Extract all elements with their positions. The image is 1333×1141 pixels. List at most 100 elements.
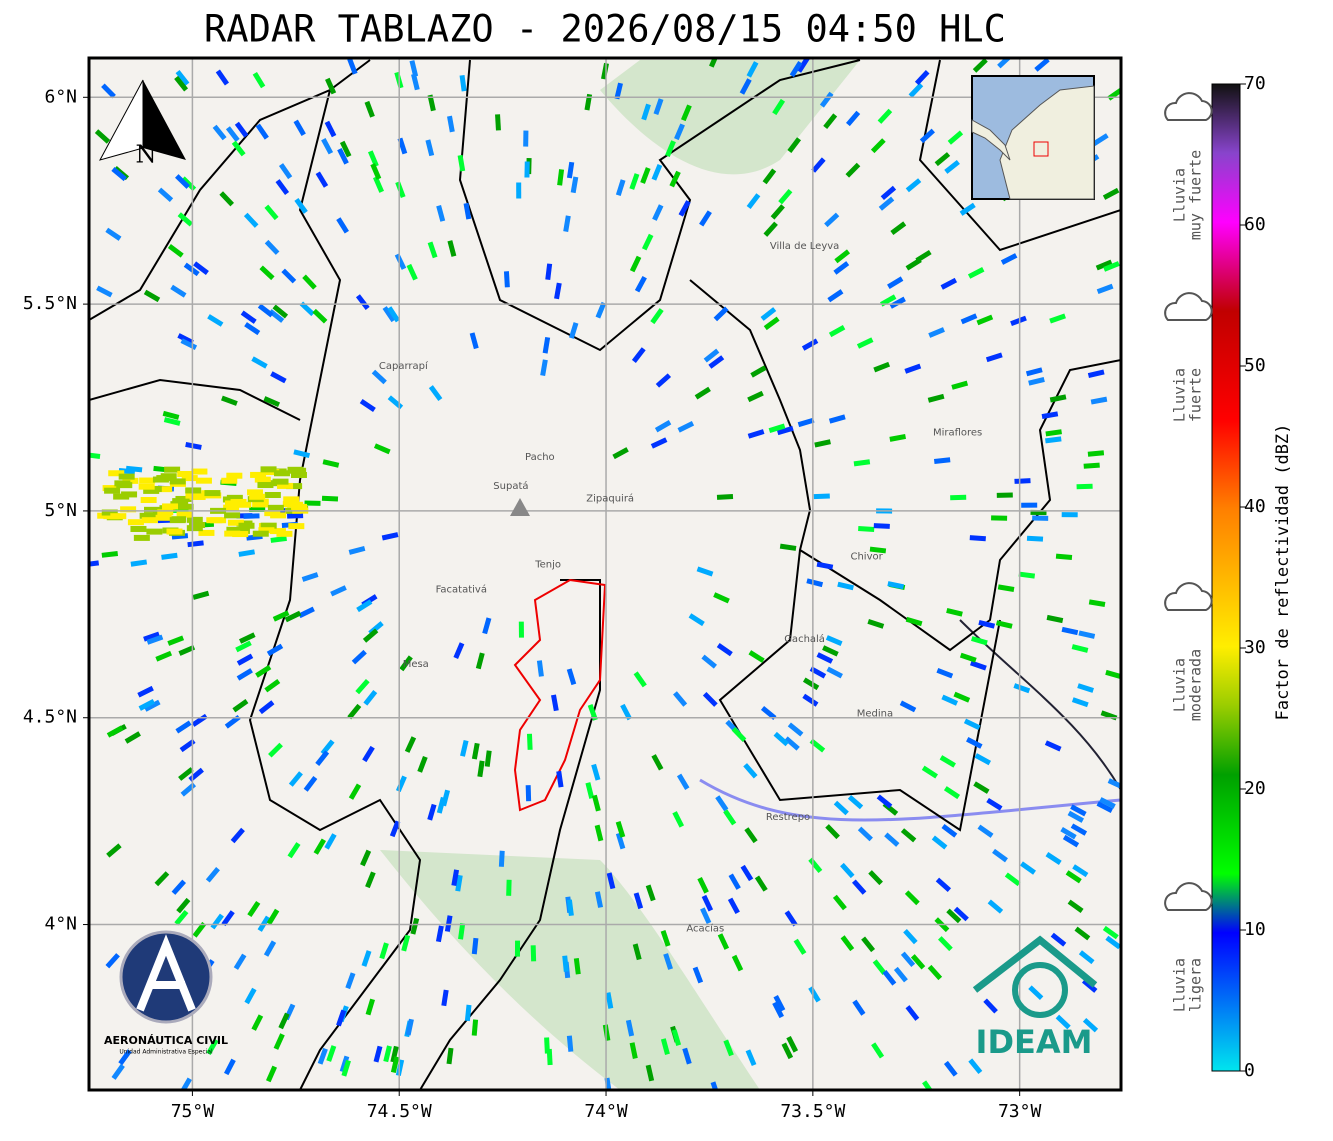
radar-echo (731, 727, 747, 742)
radar-echo (641, 103, 651, 121)
radar-echo (750, 365, 767, 378)
radar-echo (1025, 367, 1043, 377)
radar-echo (120, 506, 137, 513)
radar-echo (270, 512, 287, 519)
radar-echo (677, 421, 695, 433)
radar-echo (1087, 369, 1105, 378)
radar-echo (1028, 985, 1044, 1000)
radar-echo (255, 123, 269, 140)
radar-echo (181, 475, 198, 482)
radar-echo (551, 694, 559, 712)
radar-echo (966, 737, 983, 749)
place-label: Miraflores (933, 427, 982, 438)
radar-echo (249, 493, 266, 500)
radar-echo (155, 514, 172, 521)
radar-echo (570, 176, 579, 194)
radar-echo (257, 303, 274, 318)
radar-echo (170, 501, 187, 508)
radar-echo (146, 634, 164, 645)
place-label: Chivor (850, 551, 883, 562)
radar-echo (890, 221, 907, 235)
radar-echo (797, 417, 815, 428)
radar-echo (401, 934, 411, 952)
radar-echo (264, 204, 279, 221)
radar-echo (1096, 801, 1114, 813)
radar-echo (620, 703, 633, 721)
rain-label: Lluvia (1171, 368, 1189, 422)
radar-echo (787, 137, 802, 153)
radar-echo (171, 879, 187, 895)
radar-echo (178, 767, 194, 781)
radar-echo (195, 477, 212, 484)
radar-echo (763, 316, 780, 331)
radar-echo (594, 891, 604, 908)
radar-echo (1044, 740, 1062, 752)
radar-echo (355, 678, 370, 695)
radar-echo (185, 441, 202, 450)
radar-echo (405, 1018, 414, 1036)
radar-echo (728, 873, 741, 890)
radar-echo (1081, 978, 1098, 993)
radar-echo (154, 871, 170, 887)
radar-echo (427, 241, 438, 259)
radar-echo (946, 608, 963, 617)
radar-echo (1055, 553, 1073, 561)
rain-label: fuerte (1187, 368, 1205, 422)
radar-echo (703, 348, 720, 363)
radar-echo (124, 731, 141, 744)
radar-echo (566, 668, 577, 686)
radar-echo (428, 385, 443, 402)
radar-echo (1095, 259, 1113, 271)
radar-echo (1087, 450, 1105, 457)
radar-echo (784, 736, 800, 751)
radar-echo (244, 322, 261, 336)
radar-echo (760, 705, 777, 721)
radar-echo (219, 191, 235, 207)
radar-echo (784, 910, 798, 927)
radar-echo (133, 534, 150, 541)
radar-echo (176, 897, 191, 914)
radar-echo (409, 60, 419, 77)
radar-echo (226, 472, 243, 479)
radar-echo (748, 650, 765, 663)
place-label: Zipaquirá (586, 493, 634, 505)
radar-echo (313, 838, 327, 855)
radar-echo (878, 196, 895, 211)
radar-echo (304, 500, 321, 506)
radar-echo (585, 782, 595, 799)
x-tick-label: 73.5°W (780, 1101, 845, 1122)
radar-echo (254, 476, 271, 483)
radar-echo (853, 459, 871, 467)
radar-echo (943, 786, 961, 800)
radar-echo (808, 986, 821, 1003)
radar-echo (243, 212, 259, 228)
radar-echo (997, 58, 1013, 69)
radar-echo (655, 373, 672, 388)
radar-echo (294, 197, 308, 214)
radar-echo (189, 522, 206, 529)
radar-echo (111, 1063, 125, 1080)
radar-echo (231, 140, 246, 157)
radar-echo (108, 470, 125, 477)
radar-echo (325, 77, 337, 95)
radar-echo (1088, 599, 1106, 607)
radar-echo (524, 161, 530, 178)
radar-echo (1065, 870, 1082, 884)
radar-echo (770, 204, 785, 220)
radar-echo (682, 1047, 692, 1065)
radar-echo (185, 487, 202, 494)
radar-echo (650, 308, 664, 325)
radar-echo (273, 1033, 285, 1050)
y-tick-label: 6°N (44, 86, 77, 107)
radar-echo (130, 559, 148, 567)
x-tick-label: 74°W (584, 1101, 628, 1122)
radar-echo (427, 803, 437, 821)
radar-echo (1099, 797, 1116, 809)
radar-echo (845, 162, 861, 178)
aerocivil-subtext: Unidad Administrativa Especial (119, 1049, 213, 1056)
radar-echo (1055, 1014, 1071, 1030)
cloud-icon (1164, 582, 1213, 611)
radar-echo (651, 754, 664, 771)
radar-echo (221, 477, 238, 484)
